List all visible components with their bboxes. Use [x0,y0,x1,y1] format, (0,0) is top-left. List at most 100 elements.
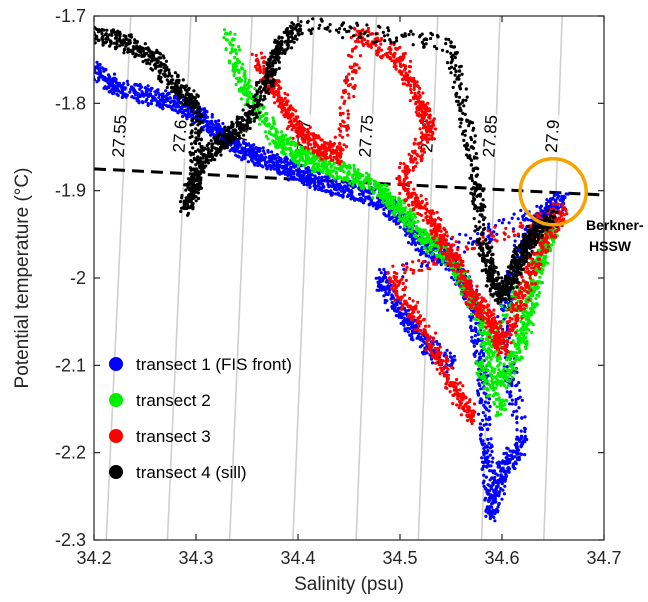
data-point [476,391,480,396]
data-point [158,98,163,102]
data-point [170,99,174,103]
data-point [409,229,413,233]
data-point [495,383,499,387]
data-point [528,320,532,324]
data-point [483,496,488,500]
data-point [510,382,514,386]
data-point [133,83,138,87]
data-point [289,123,293,128]
data-point [457,240,461,244]
data-point [338,133,342,137]
isopycnal-label: 27.9 [542,119,563,153]
data-point [371,196,375,200]
isopycnal-line [543,16,563,540]
data-point [137,93,141,97]
data-point [443,351,447,355]
data-point [296,171,300,175]
data-point [367,197,371,201]
data-point [150,86,154,90]
data-point [505,446,509,450]
data-point [249,84,253,88]
data-point [328,172,332,176]
data-point [335,157,339,161]
data-point [493,367,497,371]
data-point [392,210,396,214]
data-point [503,484,507,488]
data-point [476,378,480,382]
data-point [477,369,481,373]
data-point [508,372,512,377]
data-point [376,280,380,284]
data-point [515,421,519,425]
data-point [292,165,296,169]
data-point [337,187,341,191]
data-point [517,406,521,410]
data-point [414,248,418,252]
data-point [431,121,435,125]
isopycnal-line [292,16,316,540]
data-point [405,262,409,266]
data-point [490,509,495,513]
data-point [392,55,396,59]
data-point [512,243,517,247]
data-point [510,375,514,379]
data-point [130,85,134,89]
data-point [245,148,249,152]
data-point [333,150,337,154]
isopycnal-line [355,16,378,540]
data-point [535,302,539,306]
data-point [407,212,411,216]
data-point [499,473,503,477]
data-point [242,140,246,144]
data-point [98,62,102,67]
data-point [477,373,481,378]
data-point [171,104,175,108]
data-point [259,114,263,119]
data-point [201,107,205,111]
data-point [518,439,522,443]
data-point [450,276,454,280]
data-point [482,346,486,350]
data-point [166,99,170,103]
data-point [501,313,505,317]
data-point [320,178,324,182]
isopycnal-label-group: 27.9 [542,113,563,159]
data-point [502,366,506,371]
data-point [210,130,214,134]
data-point [473,334,477,338]
data-point [112,84,117,88]
data-point [476,337,480,341]
data-point [482,452,486,457]
data-point [556,196,560,200]
data-point [505,399,509,403]
data-point [283,171,287,175]
data-point [429,256,434,260]
data-point [486,418,490,422]
data-point [525,314,529,318]
data-point [136,95,140,100]
data-point [292,119,297,123]
data-point [380,288,384,292]
data-point [519,331,523,335]
data-point [260,56,264,60]
data-point [476,232,480,236]
data-point [417,146,421,150]
data-point [507,336,511,340]
data-point [517,381,521,385]
data-point [108,78,112,82]
data-point [243,150,247,154]
data-point [316,162,321,167]
data-point [339,184,343,188]
data-point [125,79,129,83]
data-point [510,449,515,453]
data-point [158,105,162,109]
data-point [519,327,523,331]
data-point [477,329,481,333]
data-point [496,463,500,467]
data-point [313,177,317,181]
data-point [353,63,357,67]
data-point [410,79,414,83]
data-point [400,211,405,215]
data-point [453,276,457,280]
data-point [492,400,496,404]
